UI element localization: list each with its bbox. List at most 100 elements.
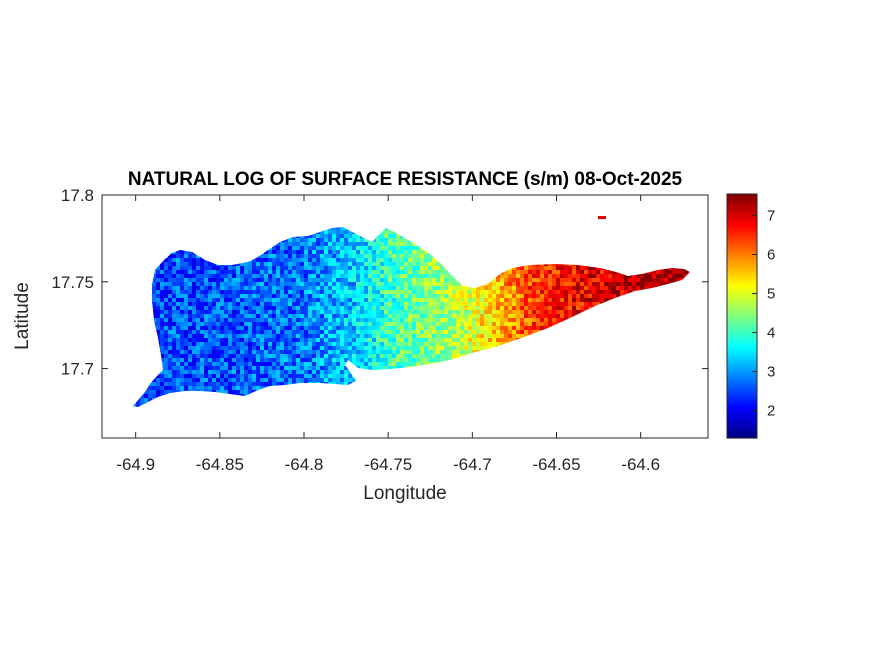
heatmap-cell bbox=[300, 278, 305, 283]
heatmap-cell bbox=[304, 342, 309, 347]
heatmap-cell bbox=[396, 322, 401, 327]
heatmap-cell bbox=[352, 298, 357, 303]
heatmap-cell bbox=[480, 294, 485, 299]
heatmap-cell bbox=[312, 354, 317, 359]
heatmap-cell bbox=[484, 298, 489, 303]
heatmap-cell bbox=[296, 330, 301, 335]
heatmap-cell bbox=[196, 274, 201, 279]
heatmap-cell bbox=[540, 266, 545, 271]
heatmap-cell bbox=[408, 286, 413, 291]
heatmap-cell bbox=[464, 318, 469, 323]
heatmap-cell bbox=[508, 274, 513, 279]
heatmap-cell bbox=[328, 318, 333, 323]
heatmap-cell bbox=[392, 354, 397, 359]
heatmap-cell bbox=[460, 322, 465, 327]
heatmap-cell bbox=[328, 282, 333, 287]
heatmap-cell bbox=[420, 342, 425, 347]
heatmap-cell bbox=[320, 310, 325, 315]
heatmap-cell bbox=[476, 326, 481, 331]
heatmap-cell bbox=[292, 322, 297, 327]
heatmap-cell bbox=[180, 250, 185, 255]
heatmap-cell bbox=[424, 294, 429, 299]
heatmap-cell bbox=[416, 358, 421, 363]
heatmap-cell bbox=[236, 354, 241, 359]
heatmap-cell bbox=[160, 354, 165, 359]
heatmap-cell bbox=[204, 314, 209, 319]
heatmap-cell bbox=[284, 334, 289, 339]
heatmap-cell bbox=[504, 326, 509, 331]
heatmap-cell bbox=[384, 330, 389, 335]
heatmap-cell bbox=[184, 314, 189, 319]
heatmap-cell bbox=[272, 262, 277, 267]
heatmap-cell bbox=[352, 234, 357, 239]
heatmap-cell bbox=[496, 318, 501, 323]
heatmap-cell bbox=[380, 262, 385, 267]
heatmap-cell bbox=[180, 302, 185, 307]
heatmap-cell bbox=[380, 326, 385, 331]
heatmap-cell bbox=[320, 242, 325, 247]
heatmap-cell bbox=[336, 242, 341, 247]
heatmap-cell bbox=[256, 290, 261, 295]
heatmap-cell bbox=[216, 330, 221, 335]
heatmap-cell bbox=[460, 346, 465, 351]
heatmap-cell bbox=[212, 298, 217, 303]
heatmap-cell bbox=[436, 298, 441, 303]
heatmap-cell bbox=[380, 242, 385, 247]
heatmap-cell bbox=[196, 282, 201, 287]
heatmap-cell bbox=[384, 354, 389, 359]
heatmap-cell bbox=[348, 326, 353, 331]
heatmap-cell bbox=[388, 338, 393, 343]
heatmap-cell bbox=[292, 274, 297, 279]
heatmap-cell bbox=[392, 310, 397, 315]
heatmap-cell bbox=[428, 270, 433, 275]
heatmap-cell bbox=[368, 258, 373, 263]
heatmap-cell bbox=[240, 310, 245, 315]
heatmap-cell bbox=[432, 330, 437, 335]
heatmap-cell bbox=[220, 374, 225, 379]
heatmap-cell bbox=[184, 350, 189, 355]
heatmap-cell bbox=[448, 326, 453, 331]
heatmap-cell bbox=[352, 310, 357, 315]
heatmap-cell bbox=[176, 374, 181, 379]
heatmap-cell bbox=[284, 322, 289, 327]
heatmap-cell bbox=[264, 318, 269, 323]
heatmap-cell bbox=[324, 338, 329, 343]
heatmap-cell bbox=[172, 262, 177, 267]
heatmap-cell bbox=[528, 270, 533, 275]
heatmap-cell bbox=[160, 270, 165, 275]
heatmap-cell bbox=[504, 298, 509, 303]
heatmap-cell bbox=[228, 370, 233, 375]
heatmap-cell bbox=[508, 298, 513, 303]
heatmap-cell bbox=[404, 246, 409, 251]
heatmap-cell bbox=[256, 262, 261, 267]
heatmap-cell bbox=[284, 382, 289, 387]
heatmap-cell bbox=[152, 286, 157, 291]
heatmap-cell bbox=[188, 306, 193, 311]
heatmap-cell bbox=[512, 314, 517, 319]
heatmap-cell bbox=[288, 342, 293, 347]
heatmap-cell bbox=[416, 266, 421, 271]
heatmap-cell bbox=[408, 342, 413, 347]
heatmap-cell bbox=[280, 366, 285, 371]
heatmap-cell bbox=[196, 334, 201, 339]
heatmap-cell bbox=[208, 262, 213, 267]
heatmap-cell bbox=[388, 358, 393, 363]
heatmap-cell bbox=[324, 238, 329, 243]
heatmap-cell bbox=[352, 290, 357, 295]
heatmap-cell bbox=[320, 326, 325, 331]
heatmap-cell bbox=[308, 322, 313, 327]
heatmap-cell bbox=[400, 282, 405, 287]
heatmap-cell bbox=[208, 318, 213, 323]
heatmap-cell bbox=[184, 362, 189, 367]
heatmap-cell bbox=[444, 274, 449, 279]
heatmap-cell bbox=[284, 298, 289, 303]
heatmap-cell bbox=[304, 366, 309, 371]
heatmap-cell bbox=[308, 362, 313, 367]
heatmap-cell bbox=[276, 250, 281, 255]
heatmap-cell bbox=[288, 310, 293, 315]
heatmap-cell bbox=[456, 342, 461, 347]
heatmap-cell bbox=[424, 266, 429, 271]
heatmap-cell bbox=[280, 342, 285, 347]
heatmap-cell bbox=[512, 318, 517, 323]
heatmap-cell bbox=[540, 274, 545, 279]
